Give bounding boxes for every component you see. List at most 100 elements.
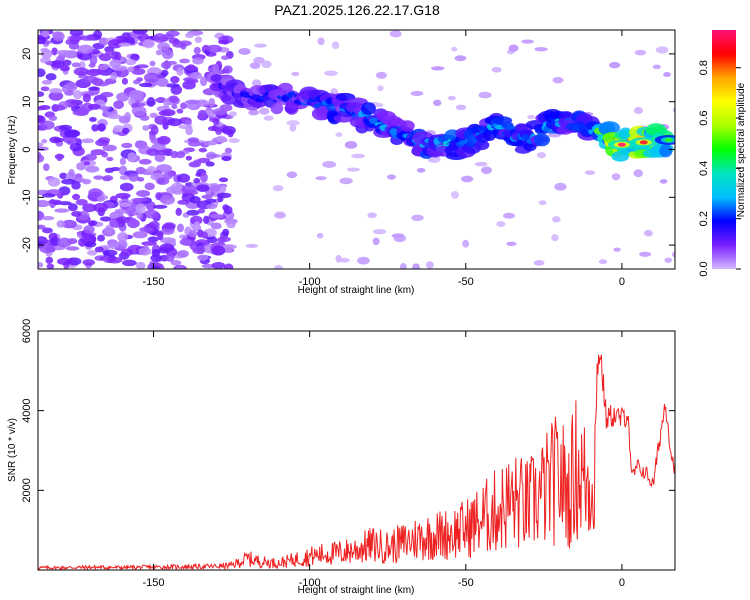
spectral-blob [663, 71, 671, 77]
spectral-blob [83, 75, 99, 84]
spectral-blob [39, 243, 55, 254]
spectral-blob [389, 30, 402, 38]
spectral-blob [192, 57, 204, 65]
spectrogram-ticks: -150 -100 -50 0 20 10 0 -10 -20 [21, 30, 675, 288]
spectral-blob [113, 125, 125, 133]
tick-label: 10 [21, 96, 33, 108]
tick-label: 6000 [21, 319, 33, 343]
spectral-blob [105, 224, 114, 235]
spectral-blob [186, 79, 199, 84]
spectral-blob [128, 173, 140, 182]
spectral-blob [217, 39, 230, 45]
spectral-blob [97, 234, 105, 242]
spectral-blob [93, 202, 108, 213]
spectral-blob [49, 88, 63, 94]
spectral-blob [188, 229, 198, 238]
spectral-blob [170, 76, 180, 84]
spectral-blob [102, 175, 114, 181]
spectral-blob [139, 115, 150, 121]
spectral-blob [150, 125, 159, 135]
tick-label: 0 [619, 577, 625, 589]
spectral-blob [102, 144, 117, 152]
spectral-blob [659, 144, 673, 158]
spectral-blob [317, 37, 325, 46]
spectral-blob [527, 114, 535, 120]
spectral-blob [110, 71, 118, 81]
spectral-blob [96, 196, 105, 202]
spectral-blob [643, 229, 653, 237]
tick-label: -150 [143, 577, 165, 589]
spectral-blob [201, 194, 213, 199]
spectral-blob [193, 46, 201, 55]
spectral-blob [42, 163, 50, 171]
spectral-blob [461, 175, 474, 183]
spectral-blob [87, 249, 98, 256]
spectral-blob [116, 92, 130, 102]
spectral-blob [185, 32, 195, 39]
tick-label: 0 [619, 276, 625, 288]
spectral-blob [47, 199, 62, 204]
spectral-blob [451, 46, 458, 52]
spectral-blob [38, 236, 48, 245]
spectral-blob [161, 49, 174, 60]
spectral-blob [171, 104, 178, 110]
spectral-blob [135, 140, 144, 147]
spectral-blob [83, 225, 95, 234]
spectral-blob [38, 262, 44, 268]
spectral-blob [286, 120, 300, 126]
spectral-blob [194, 36, 203, 43]
spectral-blob [687, 46, 701, 51]
spectral-blob [56, 153, 63, 162]
spectral-blob [193, 221, 201, 230]
spectral-blob [189, 196, 201, 204]
spectral-blob [131, 68, 146, 75]
spectral-blob [170, 260, 182, 266]
spectral-blob [521, 39, 534, 44]
tick-label: 0.2 [698, 211, 710, 226]
spectral-blob [38, 199, 50, 208]
spectral-blob [215, 135, 227, 143]
spectral-blob [367, 212, 377, 219]
spectral-blob [178, 124, 193, 129]
chart-title: PAZ1.2025.126.22.17.G18 [274, 2, 440, 18]
spectral-blob [197, 208, 206, 214]
colorbar-ramp [712, 30, 736, 269]
spectral-blob [73, 67, 89, 76]
spectral-blob [102, 249, 118, 257]
spectral-blob [143, 72, 160, 83]
spectral-blob [132, 231, 148, 239]
spectral-blob [346, 167, 361, 172]
spectral-blob [611, 173, 621, 181]
spectral-blob [93, 81, 110, 87]
spectral-blob [45, 73, 57, 81]
spectral-blob [135, 203, 146, 214]
spectral-blob [157, 135, 171, 145]
spectral-blob [377, 85, 384, 92]
spectral-blob [69, 142, 83, 152]
spectral-blob [91, 124, 99, 132]
spectral-blob [107, 113, 122, 120]
spectral-blob [99, 106, 111, 111]
spectral-blob [41, 215, 55, 221]
spectral-blob [153, 33, 167, 43]
spectral-blob [633, 107, 643, 115]
spectral-blob [617, 142, 626, 147]
spectral-blob [175, 207, 182, 217]
spectral-blob [274, 211, 286, 219]
spectral-blob [72, 109, 89, 116]
spectral-blob [117, 232, 129, 242]
spectral-blob [238, 47, 251, 55]
spectral-blob [155, 177, 170, 185]
spectral-blob [506, 241, 517, 247]
spectral-blob [89, 220, 98, 226]
spectral-blob [52, 31, 65, 42]
spectral-blob [197, 109, 207, 119]
spectral-blob [82, 259, 95, 266]
spectral-blob [534, 47, 548, 52]
spectral-blob [48, 115, 58, 121]
tick-label: 2000 [21, 478, 33, 502]
spectral-blob [121, 142, 133, 149]
spectral-blob [613, 247, 621, 252]
spectral-blob [218, 177, 229, 183]
